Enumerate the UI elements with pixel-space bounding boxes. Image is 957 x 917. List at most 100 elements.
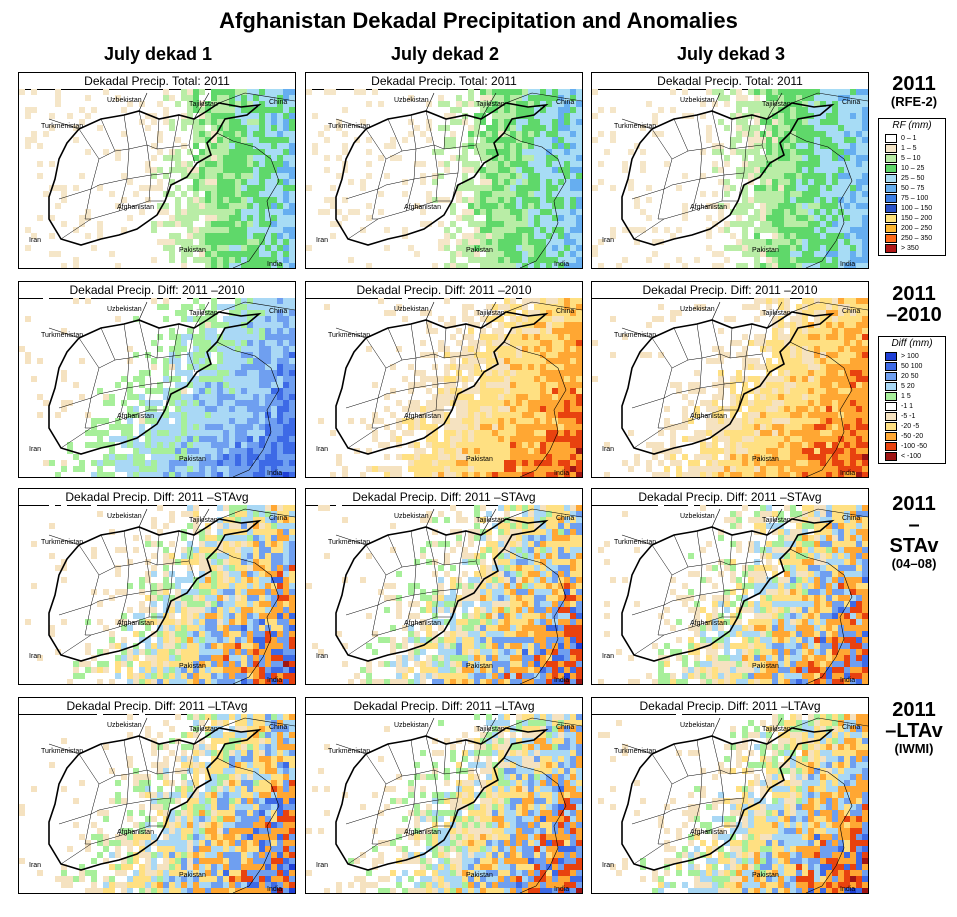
province-boundary <box>345 337 387 409</box>
country-label: Pakistan <box>179 872 206 879</box>
province-boundary <box>114 323 130 361</box>
province-boundary <box>347 594 415 656</box>
legend-item: 5 – 10 <box>879 153 945 163</box>
map-canvas <box>19 505 295 684</box>
country-label: India <box>554 470 570 477</box>
country-label: Tajikistan <box>189 310 218 317</box>
legend-swatch <box>885 203 897 213</box>
panel-title: Dekadal Precip. Diff: 2011 –STAvg <box>592 489 868 506</box>
province-boundary <box>347 387 415 449</box>
province-boundary <box>633 387 701 449</box>
country-label: Uzbekistan <box>394 513 429 520</box>
afghanistan-border <box>335 518 549 662</box>
neighbor-border <box>216 132 280 268</box>
neighbor-border <box>335 92 582 130</box>
map-canvas <box>19 89 295 268</box>
map-panel: Dekadal Precip. Diff: 2011 –LTAvg Turkmen… <box>591 697 869 894</box>
country-label: Uzbekistan <box>680 97 715 104</box>
legend-item: 100 – 150 <box>879 203 945 213</box>
legend-swatch <box>885 243 897 253</box>
precip-field <box>19 714 295 893</box>
country-label: Afghanistan <box>117 829 154 836</box>
country-label: China <box>556 308 575 315</box>
row-label-2-main: 2011 –2010 <box>886 283 942 326</box>
legend-item: 5 20 <box>879 381 945 391</box>
legend-swatch <box>885 371 897 381</box>
province-boundary <box>663 148 703 190</box>
province-boundary <box>188 560 196 580</box>
afghanistan-border <box>335 727 549 871</box>
neighbor-border <box>216 548 280 684</box>
country-label: Tajikistan <box>476 101 505 108</box>
country-label: Iran <box>602 862 615 869</box>
legend-swatch <box>885 153 897 163</box>
country-label: Uzbekistan <box>107 97 142 104</box>
legend-item: -50 -20 <box>879 431 945 441</box>
row-label-3-main: 2011 –STAv <box>889 493 939 557</box>
country-label: India <box>840 886 856 893</box>
legend-label: 150 – 200 <box>901 214 933 222</box>
province-boundary <box>90 148 130 190</box>
afghanistan-border <box>621 727 835 871</box>
province-boundary <box>633 803 701 865</box>
country-label: India <box>267 470 283 477</box>
country-label: Pakistan <box>179 456 206 463</box>
neighbor-border <box>789 341 853 477</box>
precip-field <box>306 714 582 893</box>
precip-field <box>19 298 295 477</box>
province-boundary <box>475 560 483 580</box>
country-label: Uzbekistan <box>680 306 715 313</box>
map-canvas <box>306 298 582 477</box>
row-label-3-sub: (04–08) <box>891 556 937 571</box>
legend-swatch <box>885 133 897 143</box>
province-boundary <box>475 144 483 164</box>
row-label-2: 2011 –2010 <box>878 284 950 326</box>
country-label: Turkmenistan <box>328 539 371 546</box>
country-label: Turkmenistan <box>614 123 657 130</box>
country-label: Iran <box>602 237 615 244</box>
legend-item: -100 -50 <box>879 441 945 451</box>
legend-item: 50 – 75 <box>879 183 945 193</box>
province-boundary <box>761 144 769 164</box>
legend-item: 50 100 <box>879 361 945 371</box>
province-boundary <box>84 813 92 845</box>
legend-label: 50 100 <box>901 362 923 370</box>
neighbor-border <box>503 757 567 893</box>
precip-field <box>19 505 295 684</box>
legend-difference-title: Diff (mm) <box>891 338 933 349</box>
country-label: Turkmenistan <box>614 539 657 546</box>
province-boundary <box>347 178 415 240</box>
country-label: Iran <box>29 653 42 660</box>
country-label: Iran <box>316 237 329 244</box>
legend-label: > 350 <box>901 244 919 252</box>
legend-swatch <box>885 163 897 173</box>
legend-label: -1 1 <box>901 402 914 410</box>
country-label: Tajikistan <box>189 726 218 733</box>
province-boundary <box>761 353 769 373</box>
map-panel: Dekadal Precip. Diff: 2011 –STAvg Turkmen… <box>18 488 296 685</box>
legend-label: 5 20 <box>901 382 915 390</box>
province-boundary <box>84 188 92 220</box>
province-boundary <box>84 604 92 636</box>
country-label: Pakistan <box>179 663 206 670</box>
legend-swatch <box>885 143 897 153</box>
panel-title: Dekadal Precip. Diff: 2011 –2010 <box>19 282 295 299</box>
row-label-4: 2011 –LTAv (IWMI) <box>878 700 950 756</box>
legend-item: 150 – 200 <box>879 213 945 223</box>
province-boundary <box>761 560 769 580</box>
province-boundary <box>58 544 100 616</box>
country-label: Iran <box>29 862 42 869</box>
country-label: Iran <box>316 446 329 453</box>
map-canvas <box>19 298 295 477</box>
afghanistan-border <box>621 518 835 662</box>
afghanistan-border <box>335 311 549 455</box>
legend-swatch <box>885 361 897 371</box>
legend-difference-items: > 100 50 100 20 50 5 20 1 5 -1 1 -5 -1 -20 -5 -5… <box>879 351 945 461</box>
country-label: Uzbekistan <box>680 513 715 520</box>
precip-field <box>592 714 868 893</box>
province-boundary <box>401 739 417 777</box>
precip-field <box>306 505 582 684</box>
neighbor-border <box>503 548 567 684</box>
neighbor-border <box>621 92 868 130</box>
precip-field <box>592 298 868 477</box>
